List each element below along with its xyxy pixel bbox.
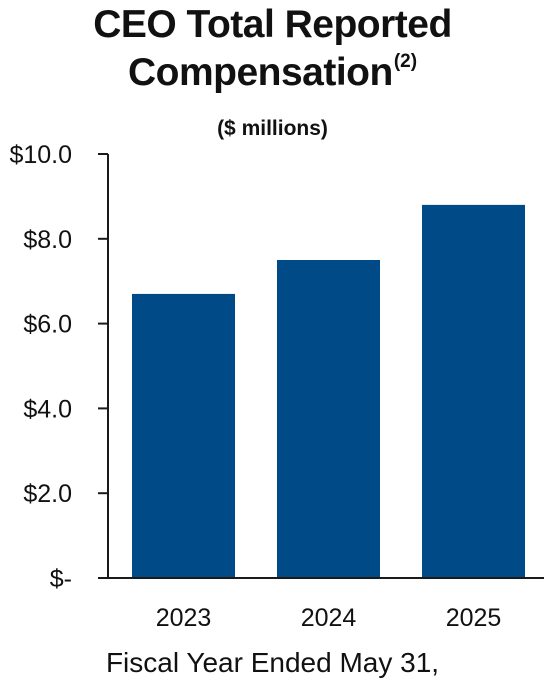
x-tick-label: 2024 <box>301 604 357 632</box>
y-tick-label: $10.0 <box>9 141 72 169</box>
chart-title-line-2: Compensation(2) <box>0 50 545 103</box>
y-tick-label: $6.0 <box>23 311 72 339</box>
y-ticks-group: $10.0 $8.0 $6.0 $4.0 $2.0 $- <box>9 141 108 593</box>
bars-group <box>132 204 525 578</box>
chart-title-line-1: CEO Total Reported <box>0 2 545 48</box>
axes-group <box>98 154 544 579</box>
y-tick-label: $8.0 <box>23 226 72 254</box>
chart-title-text-2: Compensation <box>127 51 393 94</box>
x-tick-label: 2023 <box>156 604 212 632</box>
y-tick-label: $4.0 <box>23 395 72 423</box>
chart-subtitle: ($ millions) <box>217 117 328 140</box>
bar-2025 <box>422 204 525 578</box>
bar-2024 <box>277 260 380 578</box>
y-tick-label: $2.0 <box>23 480 72 508</box>
y-tick-label: $- <box>50 565 72 593</box>
x-categories-group: 2023 2024 2025 <box>156 604 502 632</box>
title-footnote-marker: (2) <box>393 51 418 72</box>
x-tick-label: 2025 <box>446 604 502 632</box>
x-axis-label: Fiscal Year Ended May 31, <box>105 647 440 678</box>
chart-title-text-1: CEO Total Reported <box>93 3 452 46</box>
bar-2023 <box>132 293 235 578</box>
